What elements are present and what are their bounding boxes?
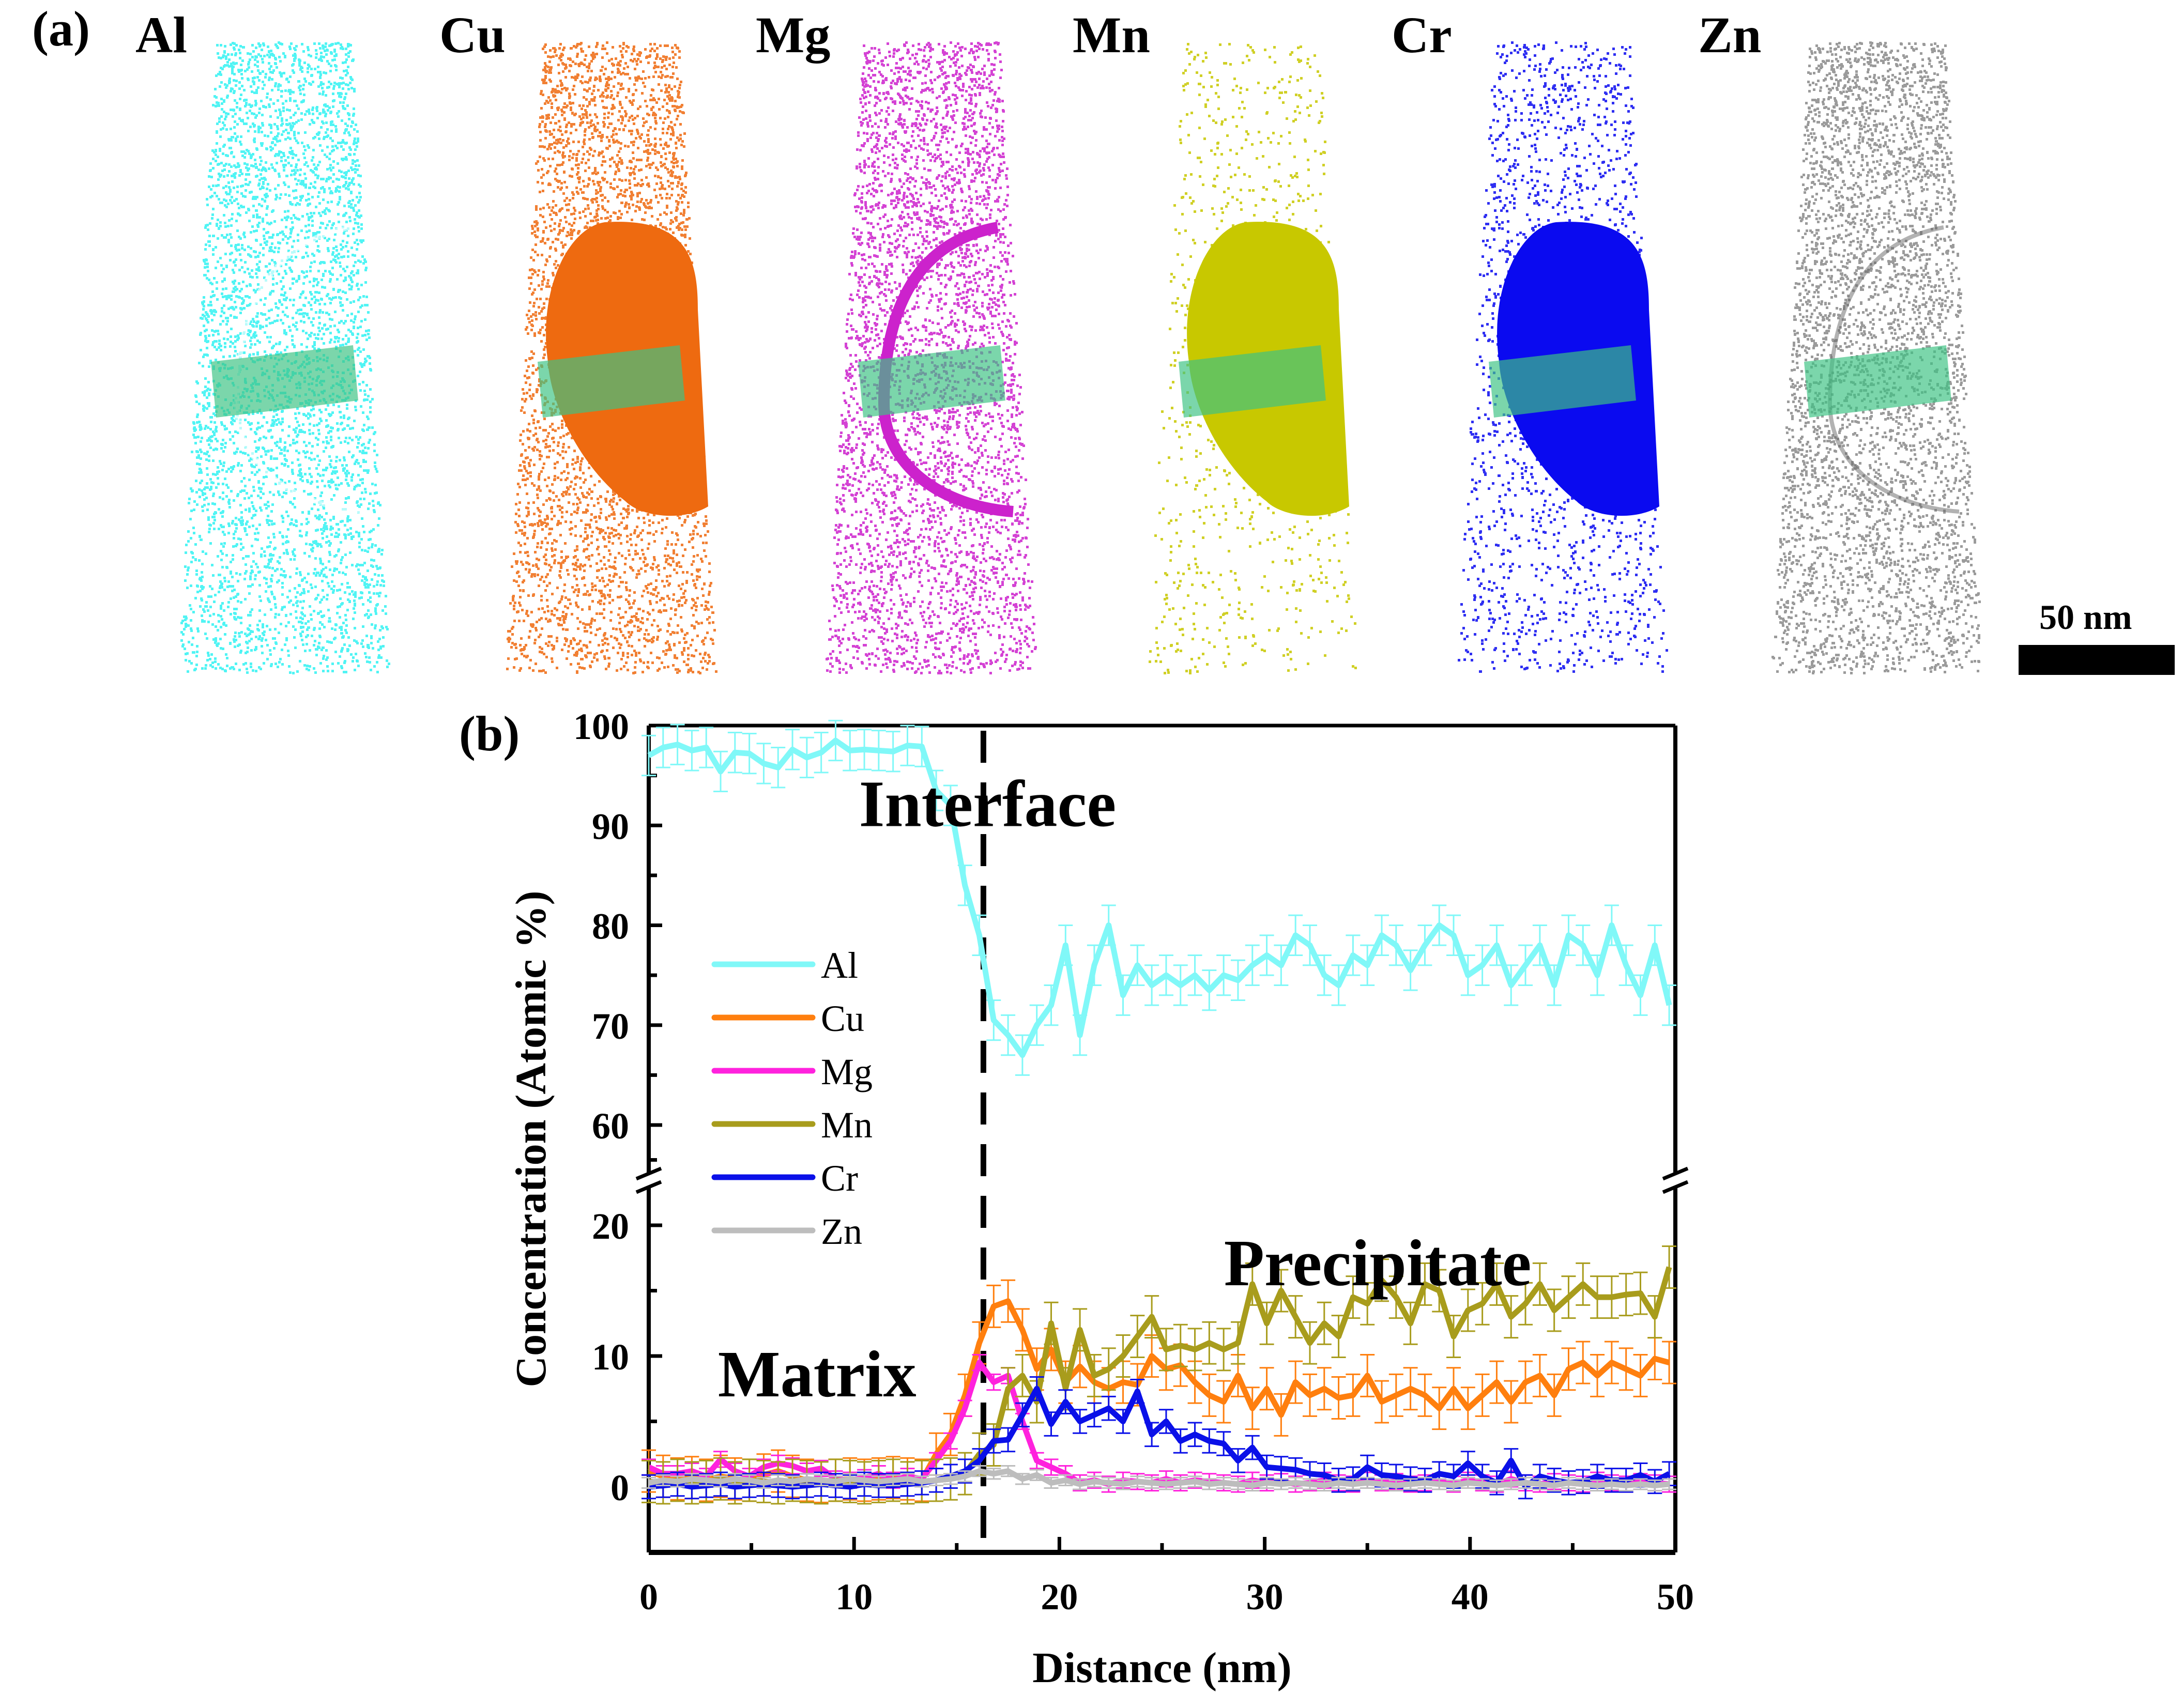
legend-label-zn: Zn — [821, 1211, 862, 1252]
x-tick-label: 50 — [1657, 1576, 1694, 1618]
legend-label-mg: Mg — [821, 1051, 873, 1092]
x-tick-label: 0 — [639, 1576, 658, 1618]
roi-box — [858, 345, 1005, 418]
x-tick-label: 30 — [1246, 1576, 1284, 1618]
roi-box — [211, 345, 358, 418]
legend-label-al: Al — [821, 945, 858, 986]
scale-bar — [2019, 645, 2175, 675]
y-tick-label: 80 — [592, 906, 629, 947]
series-al — [642, 719, 1677, 1076]
element-label-mn: Mn — [1073, 6, 1150, 64]
element-label-al: Al — [135, 6, 187, 64]
axis-break-mark — [1662, 1166, 1689, 1181]
series-zn — [642, 1465, 1677, 1492]
x-tick-label: 20 — [1041, 1576, 1078, 1618]
y-tick-label: 100 — [573, 706, 629, 747]
y-tick-label: 20 — [592, 1206, 629, 1247]
axis-break-mark — [1662, 1180, 1689, 1194]
y-tick-label: 10 — [592, 1336, 629, 1378]
x-tick-label: 40 — [1452, 1576, 1489, 1618]
y-tick-label: 60 — [592, 1105, 629, 1147]
apt-map-al — [180, 41, 390, 674]
legend-label-cr: Cr — [821, 1158, 858, 1199]
annotation-matrix: Matrix — [718, 1337, 917, 1411]
atom-cloud — [1149, 43, 1357, 674]
apt-map-cu — [506, 41, 717, 674]
roi-box — [538, 345, 685, 418]
panel-b-label: (b) — [459, 706, 520, 761]
series-line-cr — [648, 1385, 1671, 1490]
element-label-cr: Cr — [1392, 6, 1452, 64]
series-line-zn — [648, 1468, 1670, 1488]
legend-label-cu: Cu — [821, 998, 864, 1039]
apt-map-mg — [826, 41, 1037, 674]
element-label-mg: Mg — [756, 6, 831, 64]
apt-map-zn — [1771, 41, 1981, 674]
apt-map-cr — [1458, 41, 1668, 673]
roi-box — [1804, 345, 1951, 418]
axis-break-mark — [635, 1166, 662, 1181]
concentration-profile-chart: 60 70 80 90 100 0 10 20 0 10 20 30 40 50 Distance (nm)… — [507, 706, 1694, 1692]
y-tick-label: 70 — [592, 1006, 629, 1047]
element-label-zn: Zn — [1698, 6, 1762, 64]
annotation-precipitate: Precipitate — [1224, 1226, 1532, 1300]
apt-map-mn — [1149, 43, 1357, 674]
y-axis-label: Concentration (Atomic %) — [507, 890, 555, 1387]
legend: Al Cu Mg Mn Cr Zn — [711, 945, 873, 1252]
roi-box — [1179, 345, 1326, 418]
x-tick-label: 10 — [835, 1576, 873, 1618]
panel-a-label: (a) — [32, 1, 90, 56]
annotation-interface: Interface — [859, 767, 1117, 841]
series-line-al — [647, 737, 1672, 1058]
y-tick-label: 90 — [592, 806, 629, 847]
x-axis-label: Distance (nm) — [1032, 1644, 1292, 1692]
scale-bar-label: 50 nm — [2039, 597, 2132, 637]
roi-box — [1489, 345, 1636, 418]
axis-break-mark — [635, 1180, 662, 1194]
apt-maps-panel — [180, 41, 1981, 674]
y-tick-label: 0 — [610, 1467, 629, 1508]
legend-label-mn: Mn — [821, 1104, 873, 1146]
element-label-cu: Cu — [439, 6, 506, 64]
